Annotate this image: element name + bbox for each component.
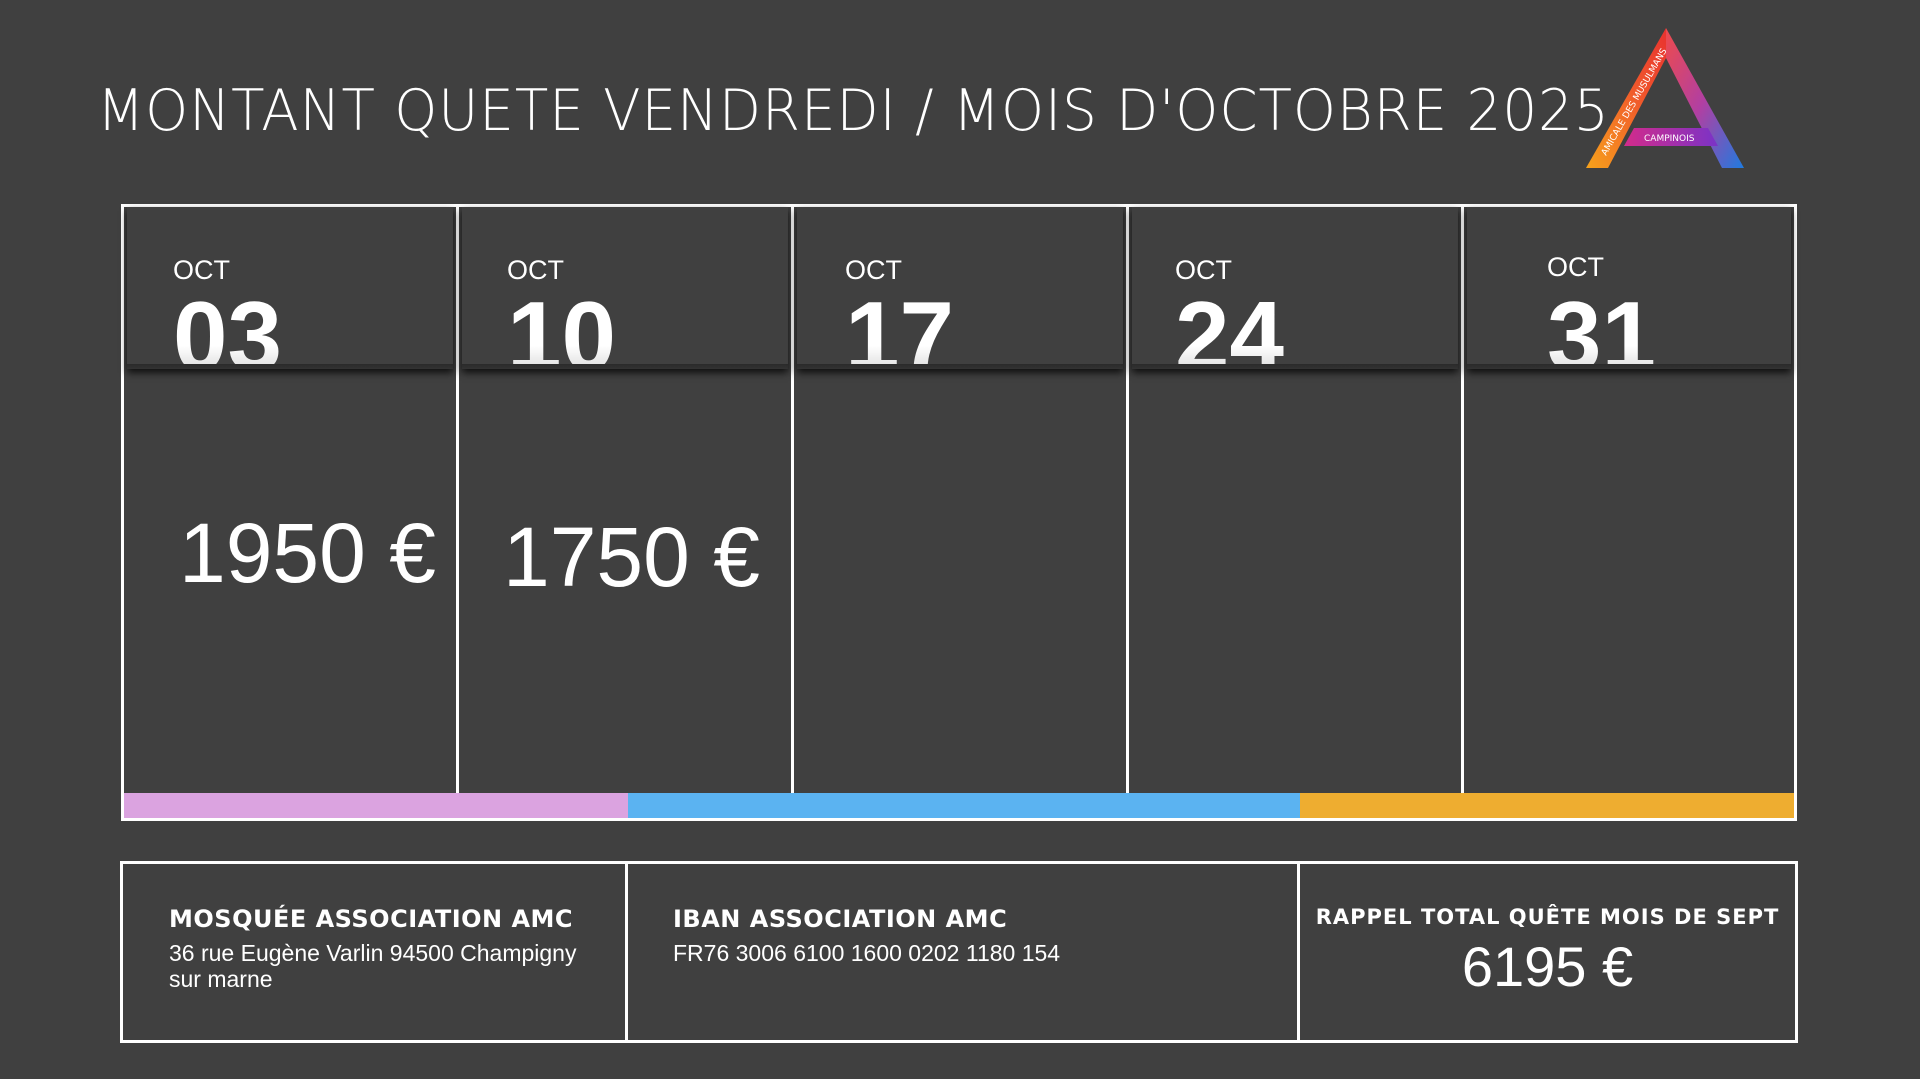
total-info: RAPPEL TOTAL QUÊTE MOIS DE SEPT 6195 € — [1300, 864, 1795, 1040]
day-month: OCT — [845, 255, 902, 285]
day-column: OCT 24 — [1129, 207, 1464, 793]
day-number: 17 — [845, 287, 954, 369]
mosque-info: MOSQUÉE ASSOCIATION AMC 36 rue Eugène Va… — [123, 864, 628, 1040]
amc-logo: AMICALE DES MUSULMANS CAMPINOIS — [1586, 28, 1744, 168]
day-number: 31 — [1547, 287, 1656, 369]
day-column: OCT 03 1950 € — [124, 207, 459, 793]
total-title: RAPPEL TOTAL QUÊTE MOIS DE SEPT — [1315, 905, 1780, 929]
iban-value: FR76 3006 6100 1600 0202 1180 154 — [673, 940, 1061, 966]
iban-info: IBAN ASSOCIATION AMC FR76 3006 6100 1600… — [628, 864, 1300, 1040]
day-column: OCT 31 — [1464, 207, 1794, 793]
day-header: OCT 17 — [797, 207, 1123, 369]
iban-title: IBAN ASSOCIATION AMC — [673, 905, 1008, 933]
logo-text-bottom: CAMPINOIS — [1644, 134, 1695, 144]
day-number: 10 — [507, 287, 616, 369]
day-month: OCT — [173, 255, 230, 285]
day-month: OCT — [507, 255, 564, 285]
color-bar-orange — [1300, 793, 1794, 818]
mosque-address: 36 rue Eugène Varlin 94500 Champigny sur… — [169, 940, 577, 992]
info-panel: MOSQUÉE ASSOCIATION AMC 36 rue Eugène Va… — [120, 861, 1798, 1043]
day-column: OCT 10 1750 € — [459, 207, 794, 793]
color-bar-blue — [628, 793, 1300, 818]
day-amount: 1950 € — [179, 506, 436, 600]
day-month: OCT — [1175, 255, 1232, 285]
day-amount: 1750 € — [503, 510, 760, 604]
color-bar-pink — [124, 793, 628, 818]
day-number: 03 — [173, 287, 282, 369]
day-column: OCT 17 — [794, 207, 1129, 793]
mosque-title: MOSQUÉE ASSOCIATION AMC — [169, 905, 574, 933]
day-header: OCT 24 — [1132, 207, 1458, 369]
day-header: OCT 03 — [127, 207, 453, 369]
day-header: OCT 10 — [462, 207, 788, 369]
day-month: OCT — [1547, 252, 1604, 282]
day-header: OCT 31 — [1467, 207, 1791, 369]
page-title: MONTANT QUETE VENDREDI / MOIS D'OCTOBRE … — [97, 78, 1610, 144]
calendar-grid: OCT 03 1950 € OCT 10 1750 € OCT 17 OCT 2… — [121, 204, 1797, 821]
day-number: 24 — [1175, 287, 1284, 369]
total-value: 6195 € — [1461, 935, 1634, 998]
